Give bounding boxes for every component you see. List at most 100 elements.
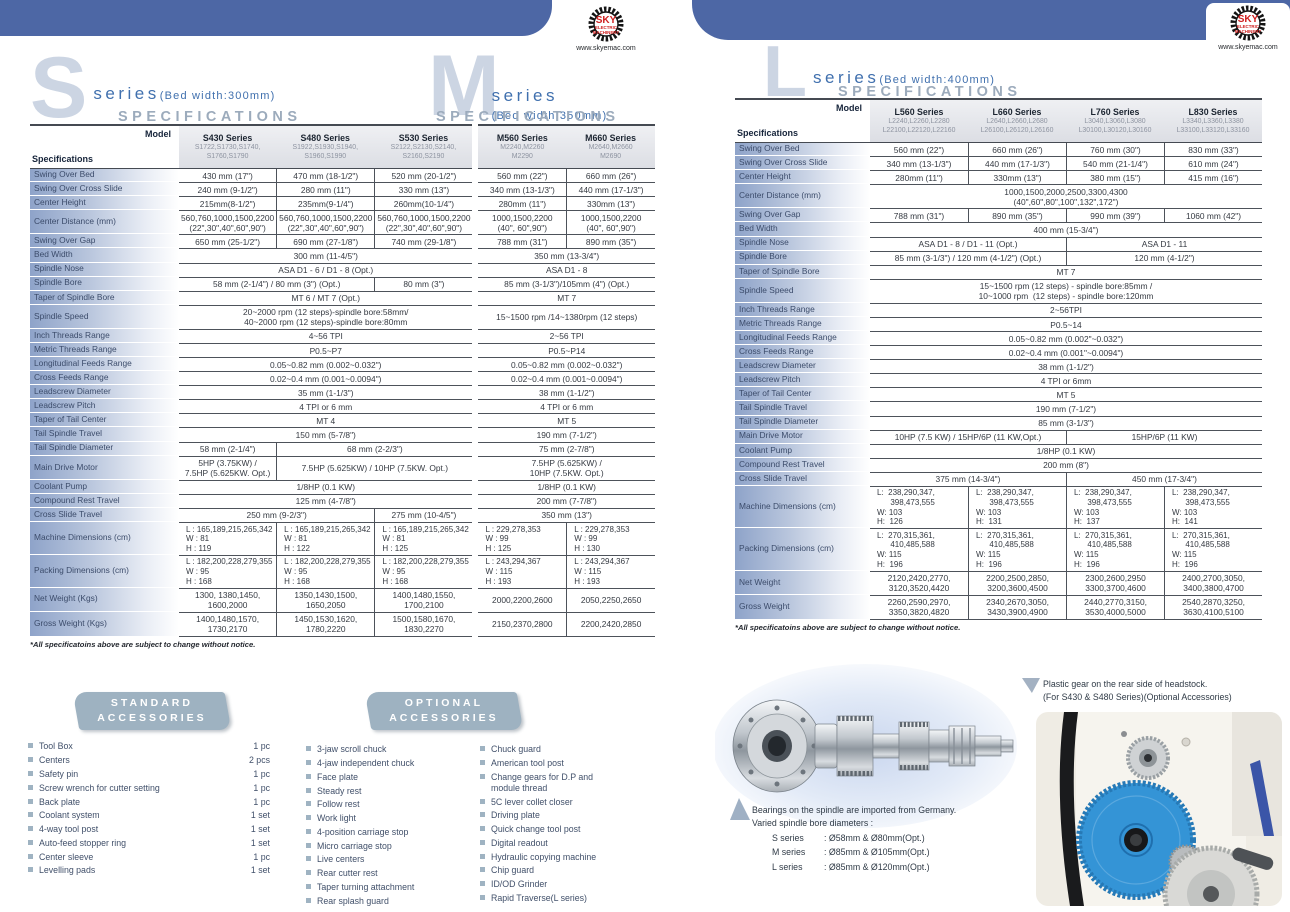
spec-cell: L: 238,290,347, 398,473,555 W: 103 H: 14… bbox=[1164, 485, 1262, 529]
spec-cell: 1060 mm (42") bbox=[1164, 208, 1262, 223]
row-label: Cross Slide Travel bbox=[30, 507, 180, 523]
list-item: Back plate 1 pc bbox=[28, 797, 270, 808]
spec-cell: 4 TPI or 6 mm bbox=[179, 399, 473, 414]
accessory-label: 3-jaw scroll chuck bbox=[317, 744, 387, 755]
bearings-note-line1: Bearings on the spindle are imported fro… bbox=[752, 805, 957, 815]
accessory-label: Safety pin bbox=[39, 768, 79, 779]
optional-badge-line2: ACCESSORIES bbox=[389, 711, 499, 724]
spec-cell: 788 mm (31") bbox=[870, 208, 968, 223]
bore-series: M series bbox=[772, 847, 806, 858]
l-series-letter: L bbox=[763, 32, 807, 112]
m-series-bed-width: (Bed width:350mm) bbox=[491, 110, 608, 122]
square-bullet-icon bbox=[480, 798, 485, 804]
spec-cell: 1000,1500,2200 (40", 60",90") bbox=[478, 210, 567, 235]
square-bullet-icon bbox=[480, 759, 485, 765]
row-label: Taper of Spindle Bore bbox=[30, 290, 180, 305]
accessory-label: Chip guard bbox=[491, 865, 535, 876]
spec-cell: 275 mm (10-4/5") bbox=[374, 507, 473, 523]
spec-cell: 0.05~0.82 mm (0.002~0.032") bbox=[179, 357, 473, 372]
spec-cell: 1450,1530,1620, 1780,2220 bbox=[276, 611, 375, 637]
accessory-qty: 1 set bbox=[250, 810, 270, 821]
spec-cell: 10HP (7.5 KW) / 15HP/6P (11 KW,Opt.) bbox=[870, 429, 1066, 444]
row-label: Spindle Nose bbox=[735, 236, 870, 251]
optional-accessories-badge: OPTIONAL ACCESSORIES bbox=[364, 692, 524, 731]
row-label: Center Distance (mm) bbox=[30, 210, 180, 235]
column-header: L760 Series L3040,L3060,L3080 L30100,L301… bbox=[1066, 98, 1164, 143]
spindle-bore-list: S series: Ø58mm & Ø80mm(Opt.) M series: Ø… bbox=[752, 832, 1072, 874]
spec-cell: 190 mm (7-1/2") bbox=[870, 401, 1262, 416]
spec-cell: MT 5 bbox=[478, 413, 655, 428]
m-series-word: series bbox=[491, 86, 558, 105]
spec-cell: 85 mm (3-1/3")/105mm (4") (Opt.) bbox=[478, 276, 655, 291]
row-label: Center Distance (mm) bbox=[735, 184, 870, 209]
spec-cell: L : 229,278,353 W : 99 H : 125 bbox=[478, 522, 567, 555]
accessory-label: American tool post bbox=[491, 757, 564, 768]
spec-cell: 215mm(8-1/2") bbox=[179, 196, 277, 211]
sky-logo: SKY ELECTRIC MACHINERY www.skyemac.com bbox=[1206, 3, 1290, 53]
list-item: Micro carriage stop bbox=[306, 841, 464, 852]
row-label: Tail Spindle Diameter bbox=[735, 415, 870, 430]
list-item: ID/OD Grinder bbox=[480, 879, 652, 890]
list-item: Safety pin 1 pc bbox=[28, 769, 270, 780]
logo-line1: ELECTRIC bbox=[1237, 24, 1260, 29]
spec-cell: 2260,2590,2970, 3350,3820,4820 bbox=[870, 594, 968, 621]
corner-model-specifications: Model Specifications bbox=[735, 98, 870, 143]
square-bullet-icon bbox=[306, 870, 311, 876]
spec-cell: 375 mm (14-3/4") bbox=[870, 471, 1066, 486]
accessory-label: Rear splash guard bbox=[317, 895, 389, 906]
spec-cell: 400 mm (15-3/4") bbox=[870, 222, 1262, 237]
standard-accessories-list: Tool Box 1 pc Centers 2 pcs Safety pin 1 pc Sc… bbox=[28, 741, 270, 876]
row-label: Leadscrew Diameter bbox=[735, 359, 870, 374]
list-item: Centers 2 pcs bbox=[28, 755, 270, 766]
row-label: Gross Weight (Kgs) bbox=[30, 611, 180, 637]
row-label: Main Drive Motor bbox=[30, 455, 180, 480]
spec-cell: 788 mm (31") bbox=[478, 234, 567, 249]
spec-cell: 520 mm (20-1/2") bbox=[374, 169, 473, 183]
spec-cell: 0.02~0.4 mm (0.001~0.0094") bbox=[478, 371, 655, 386]
accessory-label: Center sleeve bbox=[39, 851, 94, 862]
spec-cell: MT 7 bbox=[870, 264, 1262, 279]
l-series-bed-width: (Bed width:400mm) bbox=[879, 74, 996, 86]
spec-cell: 330mm (13") bbox=[968, 170, 1066, 185]
list-item: 3-jaw scroll chuck bbox=[306, 744, 464, 755]
l-series-word: series bbox=[812, 68, 880, 87]
row-label: Leadscrew Pitch bbox=[30, 399, 180, 414]
spec-cell: 1/8HP (0.1 KW) bbox=[478, 479, 655, 494]
spec-cell: 740 mm (29-1/8") bbox=[374, 234, 473, 249]
accessory-label: Micro carriage stop bbox=[317, 840, 392, 851]
spec-cell: 2150,2370,2800 bbox=[478, 611, 567, 637]
row-label: Leadscrew Diameter bbox=[30, 385, 180, 400]
optional-accessories-col1: 3-jaw scroll chuck 4-jaw independent chuc… bbox=[306, 741, 464, 909]
row-label: Compound Rest Travel bbox=[30, 493, 180, 508]
row-label: Swing Over Gap bbox=[735, 208, 870, 223]
spec-cell: 20~2000 rpm (12 steps)-spindle bore:58mm… bbox=[179, 304, 473, 329]
square-bullet-icon bbox=[306, 759, 311, 765]
spec-cell: 430 mm (17") bbox=[179, 169, 277, 183]
spec-cell: 15~1500 rpm /14~1380rpm (12 steps) bbox=[478, 304, 655, 329]
row-label: Swing Over Cross Slide bbox=[30, 182, 180, 197]
column-header: S430 Series S1722,S1730,S1740, S1760,S179… bbox=[179, 124, 277, 169]
standard-badge-line1: STANDARD bbox=[110, 697, 193, 709]
headstock-gear-photo bbox=[1036, 712, 1282, 911]
standard-accessories: STANDARD ACCESSORIES Tool Box 1 pc Centers… bbox=[28, 692, 270, 879]
accessory-label: Quick change tool post bbox=[491, 824, 581, 835]
list-item: Auto-feed stopper ring 1 set bbox=[28, 838, 270, 849]
accessory-label: Work light bbox=[317, 813, 356, 824]
accessory-label: Face plate bbox=[317, 771, 359, 782]
square-bullet-icon bbox=[306, 773, 311, 779]
spec-cell: 120 mm (4-1/2") bbox=[1066, 250, 1262, 265]
spec-cell: 280mm (11") bbox=[478, 196, 567, 211]
square-bullet-icon bbox=[306, 856, 311, 862]
row-label: Longitudinal Feeds Range bbox=[30, 357, 180, 372]
spec-cell: L : 182,200,228,279,355 W : 95 H : 168 bbox=[276, 554, 375, 588]
accessory-label: Back plate bbox=[39, 796, 81, 807]
list-item: 4-jaw independent chuck bbox=[306, 758, 464, 769]
bore-series: L series bbox=[772, 862, 803, 872]
row-label: Coolant Pump bbox=[735, 443, 870, 458]
accessory-label: Hydraulic copying machine bbox=[491, 851, 597, 862]
spec-cell: 2~56 TPI bbox=[478, 328, 655, 344]
s-m-spec-table-container: Model Specifications S430 Series S1722,S173… bbox=[30, 124, 655, 649]
row-label: Tail Spindle Diameter bbox=[30, 441, 180, 456]
spec-cell: 200 mm (8") bbox=[870, 457, 1262, 472]
